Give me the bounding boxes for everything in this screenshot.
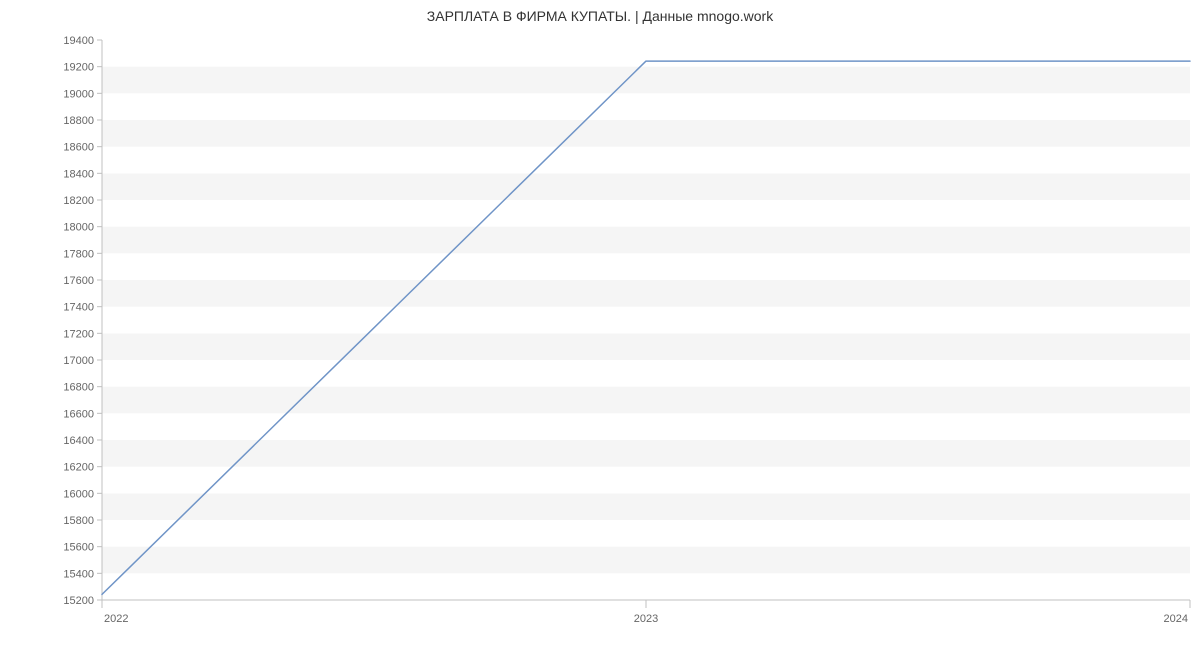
y-tick-label: 18200 <box>63 195 94 207</box>
y-tick-label: 19400 <box>63 35 94 47</box>
y-tick-label: 16600 <box>63 408 94 420</box>
x-tick-label: 2023 <box>634 613 658 625</box>
y-tick-label: 18800 <box>63 115 94 127</box>
y-tick-label: 16000 <box>63 488 94 500</box>
y-tick-label: 16200 <box>63 462 94 474</box>
chart-title: ЗАРПЛАТА В ФИРМА КУПАТЫ. | Данные mnogo.… <box>0 8 1200 24</box>
y-tick-label: 15600 <box>63 542 94 554</box>
y-tick-label: 17800 <box>63 248 94 260</box>
salary-line-chart: ЗАРПЛАТА В ФИРМА КУПАТЫ. | Данные mnogo.… <box>0 0 1200 650</box>
y-tick-label: 19200 <box>63 62 94 74</box>
y-tick-label: 17000 <box>63 355 94 367</box>
y-tick-label: 18000 <box>63 222 94 234</box>
y-tick-label: 19000 <box>63 88 94 100</box>
y-tick-label: 15400 <box>63 568 94 580</box>
y-tick-label: 17400 <box>63 302 94 314</box>
x-tick-label: 2024 <box>1164 613 1188 625</box>
chart-svg: 15200 15400 15600 15800 16000 16200 16400 16600… <box>0 0 1200 650</box>
y-tick-label: 17600 <box>63 275 94 287</box>
y-tick-label: 16800 <box>63 382 94 394</box>
y-tick-label: 15200 <box>63 595 94 607</box>
y-tick-label: 17200 <box>63 328 94 340</box>
y-tick-label: 18600 <box>63 142 94 154</box>
y-tick-label: 18400 <box>63 168 94 180</box>
x-tick-label: 2022 <box>104 613 128 625</box>
y-tick-label: 15800 <box>63 515 94 527</box>
y-tick-label: 16400 <box>63 435 94 447</box>
